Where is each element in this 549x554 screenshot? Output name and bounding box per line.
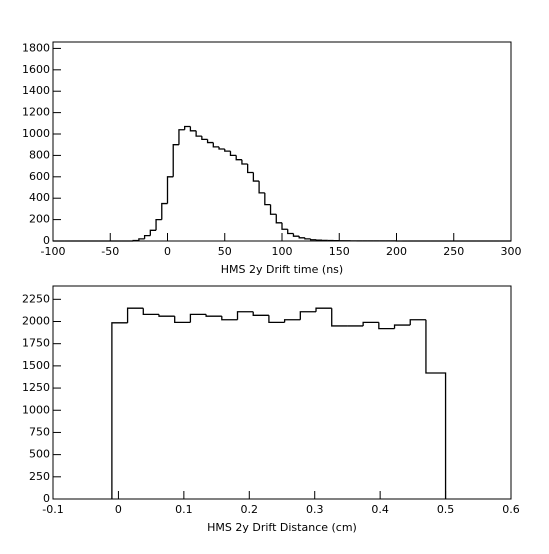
histogram-step [126, 307, 144, 323]
histogram-step [155, 218, 162, 231]
histogram-step [241, 159, 248, 165]
histogram-step [275, 214, 282, 224]
histogram-step [425, 319, 447, 499]
histogram-step [172, 144, 179, 177]
y-tick-label: 400 [29, 191, 50, 204]
histogram-step [229, 151, 237, 157]
histogram-step [315, 307, 332, 312]
histogram-step [178, 129, 185, 145]
histogram-step [206, 139, 214, 144]
histogram-step [111, 322, 128, 499]
histogram-step [236, 311, 254, 320]
x-tick-label: 0.4 [371, 503, 389, 516]
y-tick-label: 1200 [22, 106, 50, 119]
histogram-step [166, 176, 174, 204]
histogram-step [264, 192, 271, 206]
y-tick-label: 2000 [22, 315, 50, 328]
histogram-step [149, 229, 157, 236]
x-axis-label: HMS 2y Drift time (ns) [221, 263, 343, 276]
y-tick-label: 1000 [22, 127, 50, 140]
histogram-step [132, 239, 139, 242]
histogram-step [195, 130, 202, 137]
histogram-step [161, 202, 168, 220]
y-tick-label: 1000 [22, 403, 50, 416]
histogram-step [362, 321, 379, 326]
x-axis-label: HMS 2y Drift Distance (cm) [207, 521, 357, 534]
histogram-step [158, 314, 175, 317]
y-tick-label: 1800 [22, 41, 50, 54]
y-tick-label: 0 [43, 234, 50, 247]
histogram-step [409, 319, 426, 326]
x-tick-label: 200 [386, 245, 407, 258]
x-tick-label: 0.2 [241, 503, 259, 516]
x-tick-label: 0.3 [306, 503, 324, 516]
histogram-step [189, 313, 207, 323]
x-tick-label: 0.1 [175, 503, 193, 516]
histogram-step [292, 233, 300, 237]
x-tick-label: 0 [164, 245, 171, 258]
x-tick-label: 100 [272, 245, 293, 258]
x-tick-label: 0 [115, 503, 122, 516]
histogram-step [309, 238, 317, 241]
histogram-step [393, 324, 411, 329]
x-tick-label: 50 [218, 245, 232, 258]
x-tick-label: 150 [329, 245, 350, 258]
y-tick-label: 0 [43, 492, 50, 505]
histogram-step [247, 163, 254, 174]
x-tick-label: 0.5 [437, 503, 455, 516]
plot-frame [52, 41, 512, 242]
y-tick-label: 1500 [22, 359, 50, 372]
y-tick-label: 500 [29, 448, 50, 461]
x-tick-label: -50 [101, 245, 119, 258]
histogram-step [299, 311, 317, 320]
histogram-step [235, 155, 242, 161]
histogram-step [218, 146, 225, 150]
y-tick-label: 750 [29, 425, 50, 438]
y-tick-label: 1400 [22, 84, 50, 97]
y-tick-label: 200 [29, 213, 50, 226]
histogram-step [268, 315, 285, 324]
y-tick-label: 2250 [22, 292, 50, 305]
histogram-step [212, 142, 220, 148]
y-tick-label: 1600 [22, 63, 50, 76]
y-tick-label: 600 [29, 170, 50, 183]
y-tick-label: 250 [29, 470, 50, 483]
y-tick-label: 800 [29, 148, 50, 161]
histogram-step [283, 319, 301, 323]
histogram-step [143, 235, 151, 239]
plot-frame [52, 285, 512, 500]
histogram-step [205, 314, 222, 317]
histogram-step [221, 316, 238, 321]
histogram-step [269, 204, 277, 215]
histogram-step [252, 172, 260, 182]
histogram-step [138, 238, 145, 241]
histogram-step [142, 308, 159, 316]
x-tick-label: -100 [41, 245, 66, 258]
histogram-step [378, 322, 395, 330]
histogram-step [201, 136, 208, 141]
histogram-step [252, 311, 269, 316]
x-tick-label: -0.1 [42, 503, 63, 516]
y-tick-label: 1750 [22, 337, 50, 350]
histogram-step [258, 181, 265, 194]
histogram-step [281, 222, 288, 230]
histogram-step [184, 125, 191, 130]
y-tick-label: 1250 [22, 381, 50, 394]
histogram-step [224, 148, 231, 152]
x-tick-label: 0.6 [502, 503, 520, 516]
x-tick-label: 250 [443, 245, 464, 258]
histogram-step [189, 126, 197, 132]
x-tick-label: 300 [501, 245, 522, 258]
histogram-step [304, 237, 311, 240]
histogram-step [298, 236, 305, 239]
histogram-step [174, 316, 191, 324]
histogram-step [287, 229, 294, 235]
histogram-step [331, 308, 348, 327]
